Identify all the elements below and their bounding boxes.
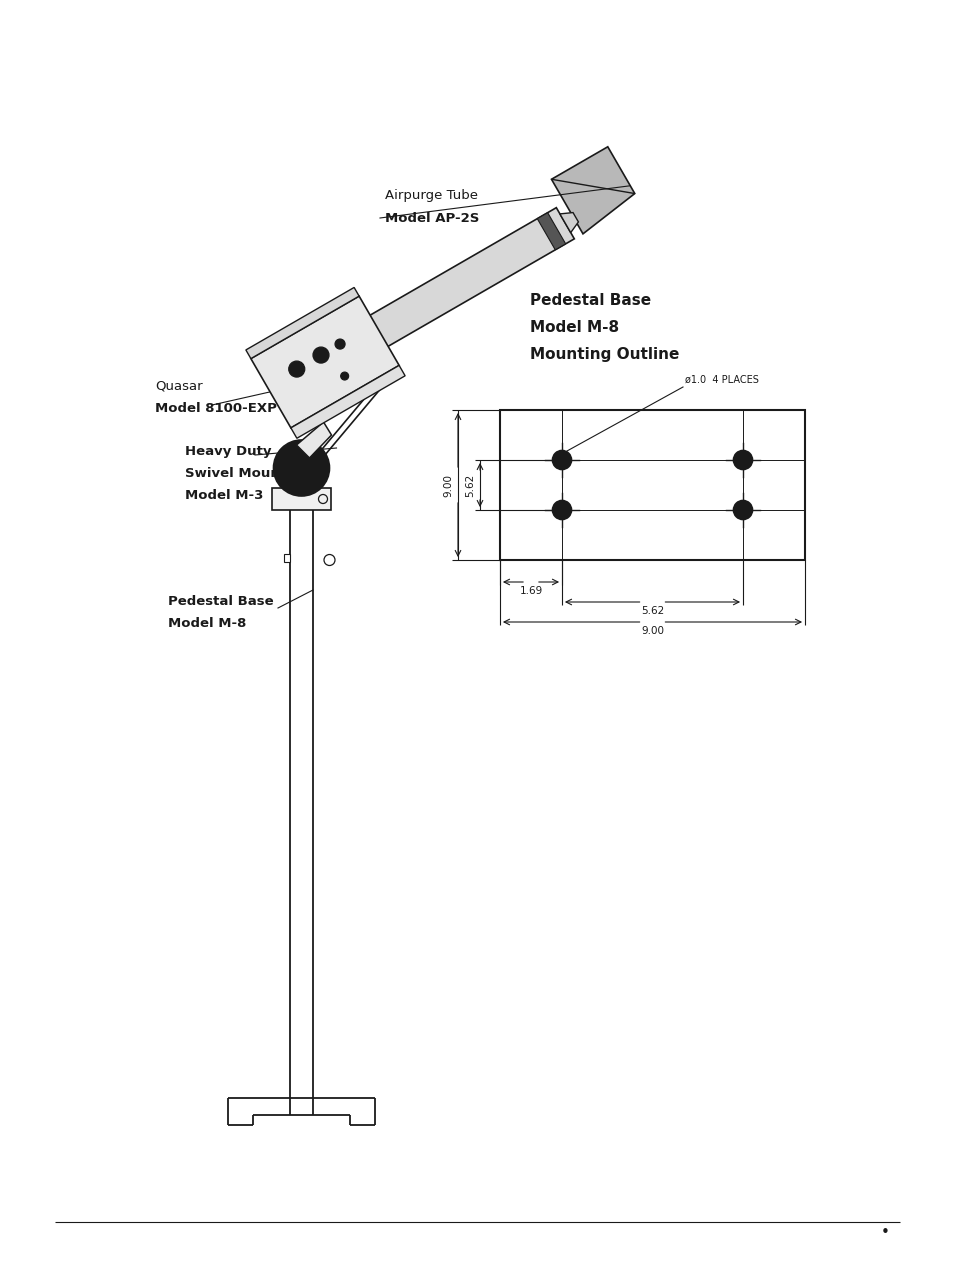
Polygon shape: [291, 366, 405, 438]
Text: Model AP-2S: Model AP-2S: [385, 212, 478, 225]
Polygon shape: [559, 212, 578, 232]
Bar: [272, 488, 331, 511]
Polygon shape: [537, 212, 565, 250]
Text: Mounting Outline: Mounting Outline: [530, 347, 679, 362]
Text: 5.62: 5.62: [640, 606, 663, 616]
Text: Airpurge Tube: Airpurge Tube: [385, 189, 477, 202]
Text: ø1.0  4 PLACES: ø1.0 4 PLACES: [684, 375, 758, 385]
Circle shape: [733, 500, 752, 519]
Text: 9.00: 9.00: [640, 626, 663, 636]
Text: Pedestal Base: Pedestal Base: [530, 293, 651, 309]
Text: 9.00: 9.00: [442, 474, 453, 497]
Bar: [284, 554, 290, 563]
Circle shape: [552, 500, 571, 519]
Polygon shape: [365, 208, 574, 349]
Text: Model M-8: Model M-8: [530, 320, 618, 335]
Polygon shape: [296, 422, 331, 458]
Circle shape: [289, 361, 304, 377]
Text: Quasar: Quasar: [154, 378, 202, 392]
Circle shape: [552, 451, 571, 470]
Circle shape: [274, 439, 329, 497]
Polygon shape: [246, 287, 358, 358]
Text: Model 8100-EXP: Model 8100-EXP: [154, 403, 276, 415]
Circle shape: [340, 372, 348, 380]
Circle shape: [733, 451, 752, 470]
Text: Model M-8: Model M-8: [168, 617, 246, 630]
Circle shape: [313, 347, 329, 363]
Text: 1.69: 1.69: [518, 585, 542, 596]
Circle shape: [335, 339, 345, 349]
Text: Model M-3: Model M-3: [185, 489, 263, 502]
Text: Swivel Mount: Swivel Mount: [185, 467, 286, 480]
Text: Pedestal Base: Pedestal Base: [168, 596, 274, 608]
Polygon shape: [551, 147, 634, 234]
Text: Heavy Duty: Heavy Duty: [185, 444, 272, 458]
Text: 5.62: 5.62: [464, 474, 475, 497]
Bar: [499, 410, 804, 560]
Polygon shape: [251, 296, 398, 428]
Text: •: •: [880, 1226, 888, 1240]
